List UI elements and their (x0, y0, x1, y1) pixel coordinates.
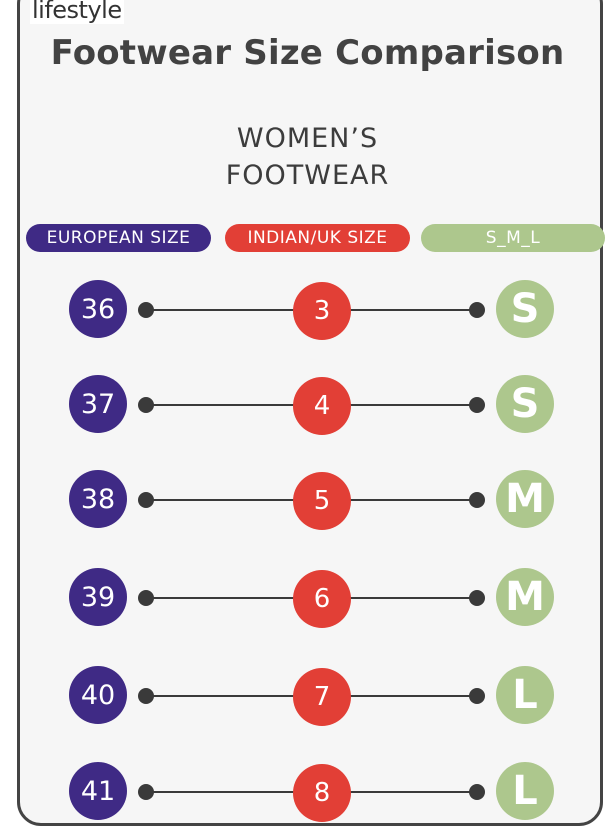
size-row-3: 38 5 M (0, 470, 615, 530)
page-title: Footwear Size Comparison (50, 33, 565, 73)
indian-uk-size-value: 8 (293, 764, 351, 822)
indian-uk-size-value: 5 (293, 472, 351, 530)
sml-size-value: L (496, 762, 554, 820)
connector-dot-left (138, 688, 154, 704)
sml-size-value: M (496, 470, 554, 528)
european-size-value: 38 (69, 470, 127, 528)
connector-dot-right (469, 784, 485, 800)
sml-size-value: S (496, 375, 554, 433)
size-row-6: 41 8 L (0, 762, 615, 822)
sml-size-value: M (496, 568, 554, 626)
european-size-value: 40 (69, 666, 127, 724)
size-row-1: 36 3 S (0, 280, 615, 340)
european-size-value: 41 (69, 762, 127, 820)
section-subtitle: WOMEN’S FOOTWEAR (0, 120, 615, 194)
connector-dot-left (138, 492, 154, 508)
connector-dot-left (138, 302, 154, 318)
connector-dot-right (469, 688, 485, 704)
sml-header: S_M_L (421, 224, 605, 252)
connector-dot-right (469, 397, 485, 413)
indian-uk-size-value: 4 (293, 377, 351, 435)
brand-logo: lifestyle (30, 0, 124, 24)
size-row-5: 40 7 L (0, 666, 615, 726)
connector-dot-right (469, 302, 485, 318)
connector-dot-left (138, 397, 154, 413)
size-row-4: 39 6 M (0, 568, 615, 628)
european-size-value: 37 (69, 375, 127, 433)
subtitle-line-1: WOMEN’S (236, 123, 379, 154)
connector-dot-right (469, 590, 485, 606)
european-size-value: 39 (69, 568, 127, 626)
indian-uk-size-value: 6 (293, 570, 351, 628)
indian-uk-size-value: 3 (293, 282, 351, 340)
connector-dot-right (469, 492, 485, 508)
subtitle-line-2: FOOTWEAR (225, 160, 390, 191)
connector-dot-left (138, 784, 154, 800)
indian-uk-size-value: 7 (293, 668, 351, 726)
sml-size-value: S (496, 280, 554, 338)
european-size-header: EUROPEAN SIZE (26, 224, 211, 252)
indian-uk-size-header: INDIAN/UK SIZE (225, 224, 410, 252)
connector-dot-left (138, 590, 154, 606)
size-row-2: 37 4 S (0, 375, 615, 435)
european-size-value: 36 (69, 280, 127, 338)
sml-size-value: L (496, 666, 554, 724)
